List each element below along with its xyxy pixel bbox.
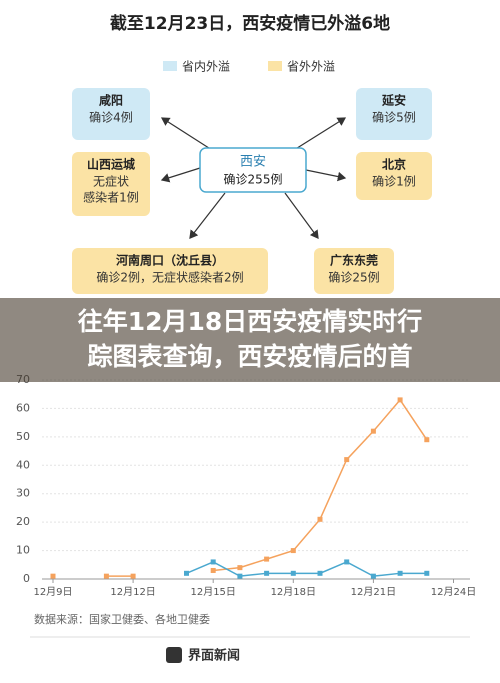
line-chart: 01020304050607012月9日12月12日12月15日12月18日12… — [16, 373, 476, 598]
point — [290, 548, 296, 554]
arrow — [284, 192, 319, 239]
point — [184, 570, 189, 576]
node-text: 确诊5例 — [372, 111, 416, 125]
point — [344, 559, 350, 565]
point — [317, 516, 323, 522]
y-tick-label: 50 — [16, 430, 30, 443]
banner-text: 往年12月18日西安疫情实时行 — [78, 307, 423, 336]
node — [72, 248, 268, 294]
x-tick-label: 12月21日 — [351, 586, 396, 598]
node-name: 广东东莞 — [330, 253, 378, 268]
x-tick-label: 12月18日 — [271, 586, 316, 598]
x-tick-label: 12月15日 — [190, 586, 235, 598]
x-tick-label: 12月24日 — [431, 586, 476, 598]
point — [130, 573, 136, 579]
point — [370, 428, 376, 434]
node-name: 北京 — [382, 157, 406, 172]
y-tick-label: 40 — [16, 458, 30, 471]
legend-label: 省内外溢 — [182, 60, 230, 74]
source: 数据来源：国家卫健委、各地卫健委 — [34, 612, 210, 626]
banner — [0, 298, 500, 382]
node-text: 感染者1例 — [83, 190, 139, 205]
y-tick-label: 60 — [16, 401, 30, 414]
banner-text: 踪图表查询，西安疫情后的首 — [87, 342, 412, 371]
series-line — [186, 561, 427, 577]
node-text: 确诊25例 — [328, 271, 379, 285]
arrow — [160, 167, 201, 183]
point — [237, 565, 243, 571]
point — [397, 397, 403, 403]
node — [356, 152, 432, 200]
arrow — [189, 192, 226, 239]
x-tick-label: 12月12日 — [110, 586, 155, 598]
node — [72, 88, 150, 140]
series-line — [106, 398, 428, 577]
point — [397, 570, 403, 576]
point — [264, 570, 270, 576]
y-tick-label: 30 — [16, 487, 30, 500]
node-text: 确诊2例，无症状感染者2例 — [96, 270, 243, 285]
node-name: 咸阳 — [99, 93, 123, 108]
point — [264, 556, 270, 562]
node-text: 确诊1例 — [372, 175, 416, 189]
legend-swatch — [268, 61, 282, 71]
diagram-legend: 省内外溢 省外外溢 — [163, 60, 335, 74]
point — [290, 570, 296, 576]
node-name: 河南周口（沈丘县） — [115, 253, 224, 268]
brand-logo — [166, 647, 182, 663]
node — [314, 248, 394, 294]
node — [356, 88, 432, 140]
center-node — [199, 147, 307, 193]
y-tick-label: 0 — [23, 572, 30, 585]
point — [237, 573, 243, 579]
x-tick-label: 12月9日 — [33, 586, 72, 598]
legend-label: 省外外溢 — [287, 60, 335, 74]
point — [210, 567, 216, 573]
brand: 界面新闻 — [188, 648, 240, 664]
point — [317, 570, 323, 576]
node-text: 确诊4例 — [89, 111, 133, 125]
point — [344, 457, 350, 463]
y-tick-label: 20 — [16, 515, 30, 528]
point — [50, 573, 56, 579]
node-text: 无症状 — [93, 174, 129, 189]
arrow — [305, 169, 347, 182]
arrow — [293, 117, 347, 151]
point — [210, 559, 216, 565]
node-name: 延安 — [381, 93, 406, 108]
node-text: 确诊255例 — [224, 173, 283, 187]
node-name: 西安 — [240, 155, 266, 170]
point — [424, 437, 430, 443]
node — [72, 152, 150, 216]
arrow — [160, 117, 213, 151]
title: 截至12月23日，西安疫情已外溢6地 — [110, 13, 390, 34]
legend-swatch — [163, 61, 177, 71]
point — [424, 570, 430, 576]
point — [370, 573, 376, 579]
point — [103, 573, 109, 579]
y-tick-label: 10 — [16, 544, 30, 557]
node-name: 山西运城 — [87, 157, 135, 172]
